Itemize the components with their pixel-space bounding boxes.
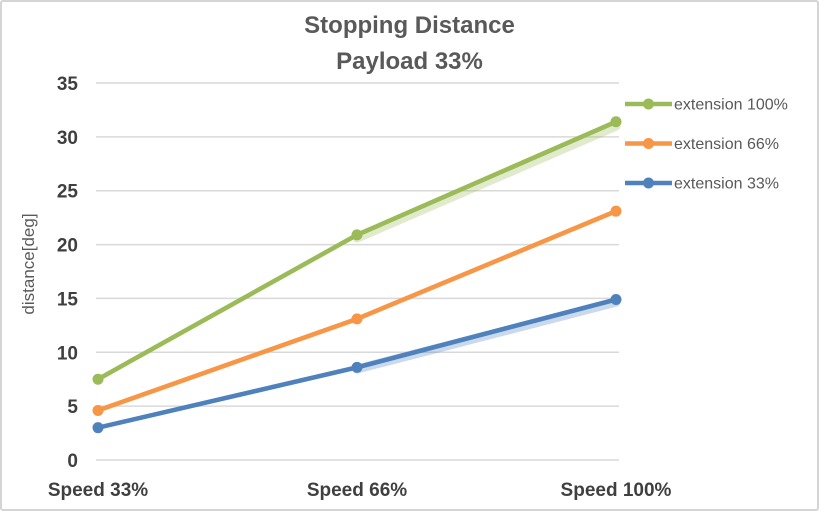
- data-point-extension-66-speed-100[interactable]: [610, 205, 622, 217]
- legend-label-extension-33: extension 33%: [674, 176, 779, 193]
- data-point-extension-33-speed-66[interactable]: [351, 361, 363, 373]
- chart-title-block: Stopping Distance Payload 33%: [2, 8, 817, 80]
- legend-marker-dot-extension-66: [643, 138, 654, 149]
- x-category-label-speed-100: Speed 100%: [561, 480, 672, 501]
- y-tick-label-15: 15: [57, 289, 79, 310]
- legend-item-extension-100[interactable]: extension 100%: [625, 97, 788, 114]
- y-tick-label-35: 35: [57, 74, 79, 95]
- data-point-extension-100-speed-100[interactable]: [610, 116, 622, 128]
- y-tick-label-25: 25: [57, 182, 79, 203]
- data-point-extension-66-speed-66[interactable]: [351, 313, 363, 325]
- legend-item-extension-66[interactable]: extension 66%: [625, 136, 779, 153]
- legend-label-extension-66: extension 66%: [674, 136, 779, 153]
- y-tick-label-20: 20: [57, 236, 78, 257]
- y-tick-label-10: 10: [57, 343, 78, 364]
- chart-title: Stopping Distance: [304, 12, 515, 39]
- chart-subtitle: Payload 33%: [336, 48, 483, 75]
- y-tick-label-0: 0: [67, 451, 78, 472]
- data-point-extension-100-speed-33[interactable]: [92, 373, 104, 385]
- y-tick-label-5: 5: [67, 397, 78, 418]
- data-point-extension-33-speed-33[interactable]: [92, 422, 104, 434]
- legend-marker-dot-extension-33: [643, 177, 654, 189]
- y-tick-label-30: 30: [57, 128, 78, 149]
- legend-label-extension-100: extension 100%: [674, 97, 788, 114]
- x-category-label-speed-66: Speed 66%: [307, 480, 407, 501]
- legend-marker-dot-extension-100: [643, 98, 654, 110]
- data-point-extension-33-speed-100[interactable]: [610, 294, 622, 306]
- series-ghost-extension-100: [352, 121, 621, 243]
- legend-item-extension-33[interactable]: extension 33%: [625, 176, 779, 193]
- data-point-extension-100-speed-66[interactable]: [351, 229, 363, 241]
- x-category-label-speed-33: Speed 33%: [48, 480, 148, 501]
- data-point-extension-66-speed-33[interactable]: [92, 404, 104, 416]
